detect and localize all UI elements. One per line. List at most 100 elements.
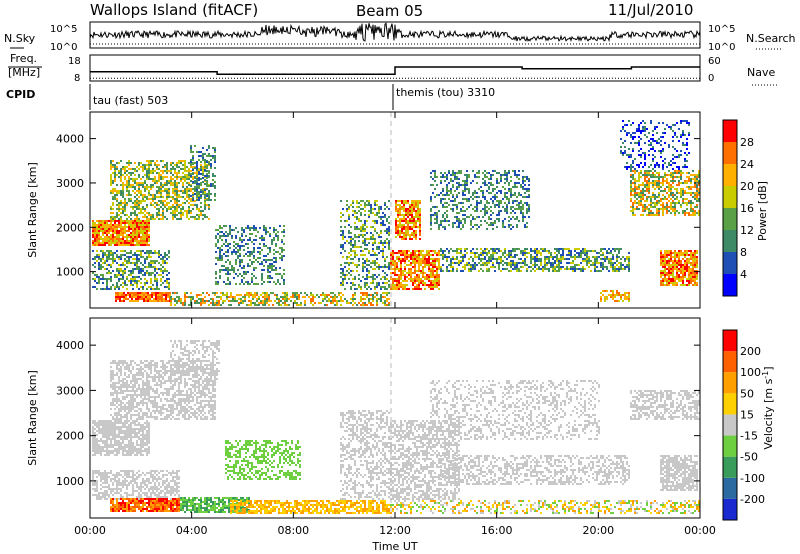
power-point	[468, 258, 470, 260]
power-point	[132, 236, 134, 238]
power-point	[277, 273, 279, 275]
power-point	[156, 268, 158, 270]
power-point	[156, 252, 158, 254]
power-point	[442, 216, 444, 218]
power-point	[94, 224, 96, 226]
power-point	[249, 253, 251, 255]
power-point	[124, 230, 126, 232]
power-point	[182, 182, 184, 184]
power-point	[255, 239, 257, 241]
power-point	[246, 294, 248, 296]
power-point	[470, 264, 472, 266]
power-point	[370, 294, 372, 296]
power-point	[148, 190, 150, 192]
power-point	[464, 182, 466, 184]
power-point	[124, 198, 126, 200]
power-point	[486, 202, 488, 204]
power-point	[630, 186, 632, 188]
power-point	[194, 188, 196, 190]
power-point	[163, 292, 165, 294]
power-point	[281, 257, 283, 259]
power-point	[368, 294, 370, 296]
power-point	[126, 244, 128, 246]
power-point	[174, 214, 176, 216]
power-point	[124, 200, 126, 202]
power-point	[434, 214, 436, 216]
power-point	[409, 206, 411, 208]
power-point	[245, 243, 247, 245]
power-point	[148, 228, 150, 230]
power-point	[200, 169, 202, 171]
power-point	[136, 190, 138, 192]
power-point	[150, 288, 152, 290]
power-point	[94, 222, 96, 224]
power-point	[230, 300, 232, 302]
power-point	[452, 226, 454, 228]
power-point	[130, 174, 132, 176]
power-point	[640, 172, 642, 174]
power-point	[612, 264, 614, 266]
power-point	[364, 262, 366, 264]
power-point	[370, 282, 372, 284]
power-point	[384, 264, 386, 266]
power-point	[462, 180, 464, 182]
power-point	[156, 166, 158, 168]
power-point	[196, 195, 198, 197]
power-point	[229, 281, 231, 283]
power-point	[158, 252, 160, 254]
power-point	[178, 172, 180, 174]
power-point	[484, 176, 486, 178]
power-point	[442, 190, 444, 192]
power-point	[148, 240, 150, 242]
power-point	[636, 206, 638, 208]
power-point	[400, 282, 402, 284]
power-point	[388, 246, 390, 248]
power-point	[134, 186, 136, 188]
power-point	[116, 184, 118, 186]
power-point	[118, 244, 120, 246]
power-point	[368, 300, 370, 302]
power-point	[342, 244, 344, 246]
power-point	[135, 294, 137, 296]
power-point	[476, 204, 478, 206]
power-point	[480, 190, 482, 192]
power-point	[504, 172, 506, 174]
power-point	[138, 222, 140, 224]
power-point	[468, 206, 470, 208]
power-point	[275, 261, 277, 263]
power-point	[142, 226, 144, 228]
power-point	[241, 279, 243, 281]
power-point	[254, 294, 256, 296]
power-point	[409, 210, 411, 212]
power-point	[122, 192, 124, 194]
power-point	[522, 262, 524, 264]
power-point	[145, 300, 147, 302]
power-point	[108, 254, 110, 256]
power-point	[144, 230, 146, 232]
power-point	[350, 204, 352, 206]
power-point	[500, 180, 502, 182]
power-point	[128, 260, 130, 262]
power-point	[140, 238, 142, 240]
power-point	[126, 218, 128, 220]
power-point	[123, 294, 125, 296]
power-point	[275, 273, 277, 275]
power-point	[165, 298, 167, 300]
power-point	[340, 234, 342, 236]
power-point	[440, 180, 442, 182]
power-point	[412, 260, 414, 262]
freq-right-tick-bottom: 0	[708, 73, 714, 84]
power-point	[138, 280, 140, 282]
power-point	[176, 188, 178, 190]
power-point	[490, 182, 492, 184]
power-point	[508, 220, 510, 222]
power-point	[126, 204, 128, 206]
power-point	[186, 210, 188, 212]
power-point	[136, 202, 138, 204]
power-point	[388, 242, 390, 244]
power-point	[271, 265, 273, 267]
power-point	[644, 200, 646, 202]
power-point	[140, 192, 142, 194]
power-point	[166, 180, 168, 182]
power-point	[352, 300, 354, 302]
